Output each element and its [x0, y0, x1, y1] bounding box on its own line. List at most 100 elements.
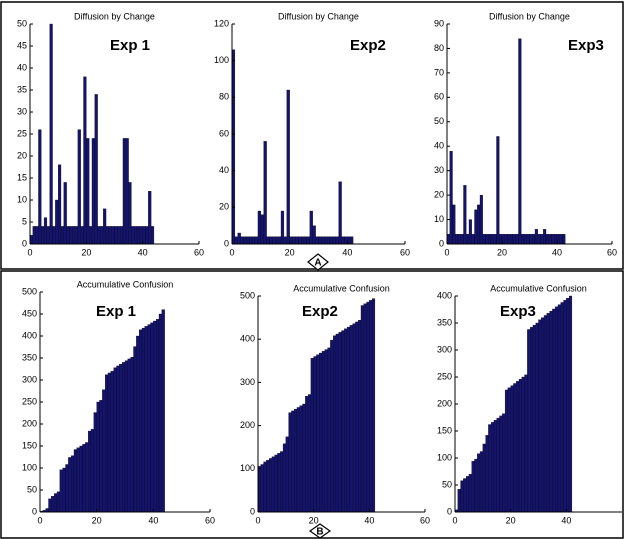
- bar: [471, 461, 475, 513]
- bar: [41, 226, 45, 245]
- bar: [257, 210, 261, 245]
- bar: [321, 351, 325, 513]
- x-tick-label: 20: [285, 247, 295, 257]
- bar: [538, 319, 542, 513]
- bar: [280, 451, 284, 513]
- y-tick-label: 30: [434, 165, 444, 175]
- bar: [479, 194, 483, 245]
- y-tick-label: 45: [17, 40, 27, 50]
- y-tick-label: 40: [219, 165, 229, 175]
- bar: [105, 226, 110, 245]
- y-tick-label: 150: [437, 425, 452, 435]
- bar: [277, 236, 282, 245]
- y-tick-label: 40: [434, 141, 444, 151]
- y-tick-label: 200: [240, 420, 255, 430]
- chart-title: Accumulative Confusion: [77, 279, 174, 289]
- y-tick-label: 0: [447, 506, 452, 516]
- bar: [566, 298, 570, 513]
- bar: [563, 300, 567, 513]
- bar: [516, 381, 520, 513]
- bar: [523, 234, 527, 245]
- bar: [321, 236, 325, 245]
- bar: [58, 164, 62, 245]
- bar: [86, 138, 90, 245]
- x-tick-label: 60: [205, 515, 215, 525]
- bar: [116, 365, 120, 513]
- chart-title: Accumulative Confusion: [293, 283, 390, 293]
- y-tick-label: 400: [240, 334, 255, 344]
- bar: [463, 185, 467, 245]
- bar: [324, 349, 328, 513]
- y-tick-label: 80: [219, 92, 229, 102]
- bar: [268, 458, 273, 513]
- bar: [496, 417, 500, 513]
- x-tick-label: 0: [444, 247, 449, 257]
- chart: Accumulative Confusion 0 100 200 300 400 500 0 2…: [240, 283, 430, 525]
- bar: [346, 326, 351, 513]
- bar: [82, 444, 86, 513]
- chart: Diffusion by Change 0 20 40 60 80 100 120 0 20 40 6…: [214, 11, 410, 257]
- y-tick-label: 0: [250, 506, 255, 516]
- bar: [124, 360, 128, 513]
- bar: [496, 136, 500, 245]
- bar: [562, 234, 566, 245]
- bar: [52, 226, 56, 245]
- bar: [72, 226, 76, 245]
- bar: [134, 226, 138, 245]
- bar: [298, 236, 302, 245]
- bar: [266, 460, 270, 513]
- bar: [263, 141, 267, 245]
- y-tick-label: 100: [240, 463, 255, 473]
- bar: [335, 236, 339, 245]
- bar: [291, 410, 295, 513]
- bar: [315, 236, 319, 245]
- bar: [91, 138, 95, 245]
- bar: [507, 234, 511, 245]
- bar: [540, 234, 544, 245]
- bar: [366, 301, 370, 513]
- bar: [80, 226, 84, 245]
- chart-title: Diffusion by Change: [489, 11, 570, 21]
- bar: [491, 422, 495, 513]
- bar: [552, 308, 556, 513]
- bar: [316, 354, 320, 513]
- x-tick-label: 40: [148, 515, 158, 525]
- bar: [107, 372, 111, 513]
- annotation: Exp2: [350, 37, 386, 54]
- chart: Accumulative Confusion050100150200250300…: [22, 279, 215, 525]
- bar: [543, 229, 547, 245]
- y-tick-label: 100: [22, 462, 37, 472]
- bar: [369, 300, 373, 513]
- bar: [555, 306, 559, 513]
- bar: [136, 226, 141, 245]
- bar: [56, 491, 60, 513]
- bar: [94, 94, 98, 245]
- bar: [507, 387, 511, 513]
- bar: [93, 412, 97, 513]
- y-tick-label: 0: [439, 238, 444, 248]
- x-tick-label: 40: [364, 515, 374, 525]
- bar: [77, 129, 81, 245]
- bar: [76, 447, 80, 513]
- bar: [246, 236, 250, 245]
- bar: [51, 496, 55, 513]
- bar: [83, 76, 87, 245]
- bar: [363, 303, 367, 513]
- bar: [147, 324, 151, 513]
- bar: [477, 204, 481, 245]
- bar: [113, 367, 117, 513]
- bar: [299, 405, 303, 513]
- bar: [518, 379, 522, 513]
- bar: [38, 129, 42, 245]
- y-tick-label: 35: [17, 84, 27, 94]
- y-tick-label: 120: [214, 18, 229, 28]
- bar: [269, 236, 273, 245]
- x-tick-label: 0: [255, 515, 260, 525]
- bar: [252, 236, 256, 245]
- bar: [326, 236, 331, 245]
- panel-marker: A: [307, 253, 329, 271]
- y-tick-label: 250: [437, 371, 452, 381]
- y-tick-label: 350: [22, 352, 37, 362]
- bar: [43, 217, 48, 245]
- bar: [125, 138, 129, 245]
